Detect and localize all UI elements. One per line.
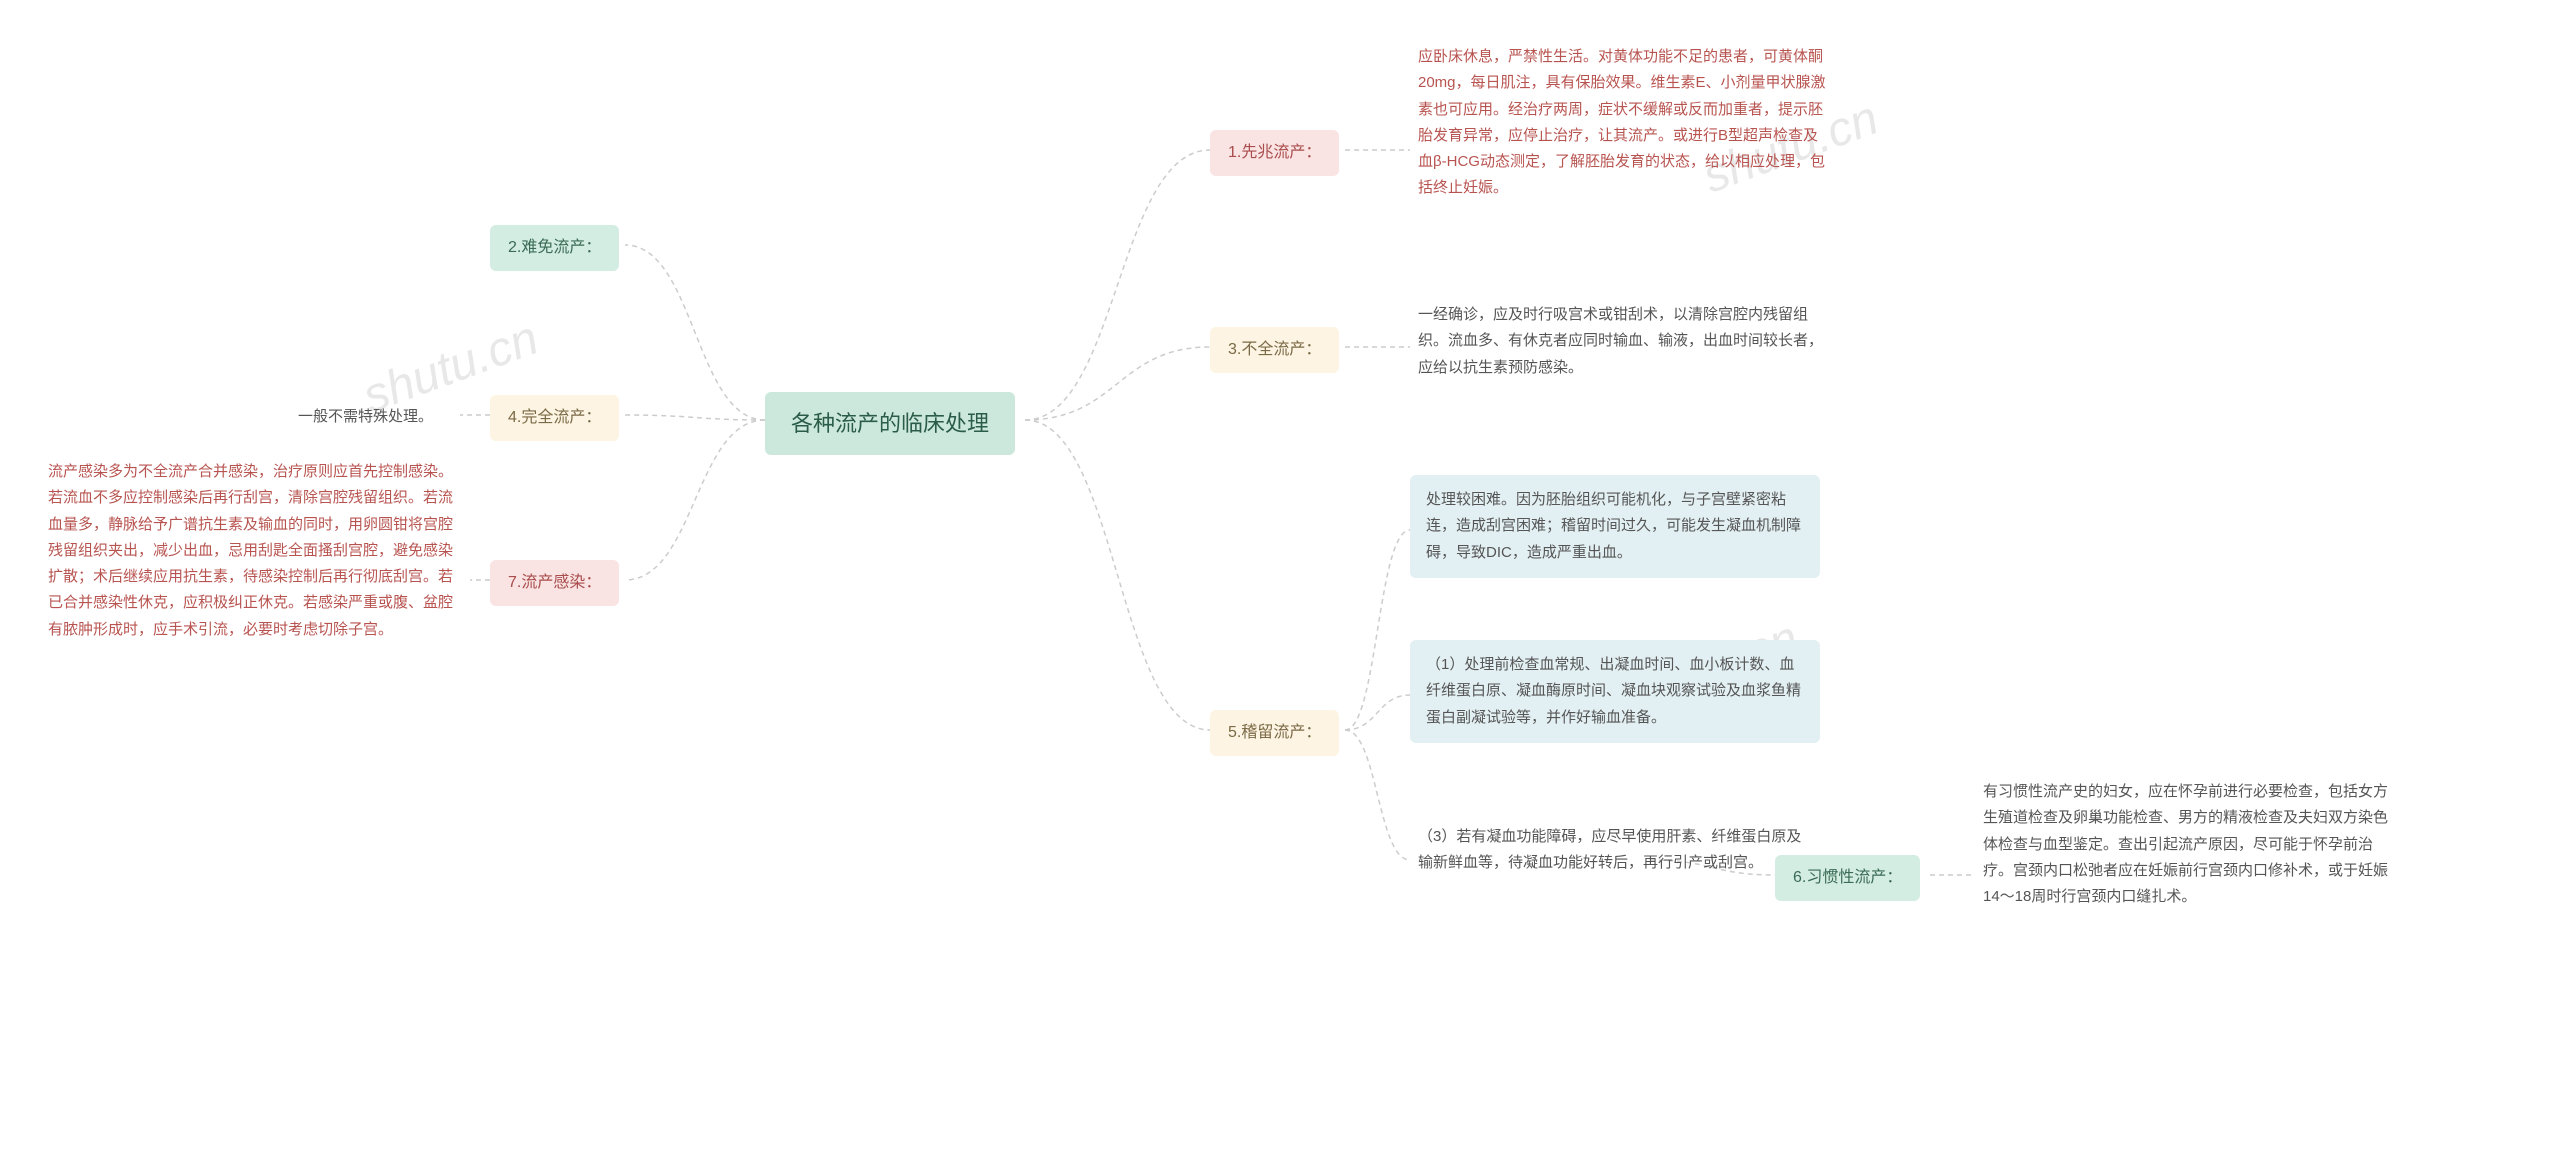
category-node: 3.不全流产： [1210,327,1339,373]
detail-node: （1）处理前检查血常规、出凝血时间、血小板计数、血纤维蛋白原、凝血酶原时间、凝血… [1410,640,1820,743]
detail-node: 流产感染多为不全流产合并感染，治疗原则应首先控制感染。若流血不多应控制感染后再行… [40,455,470,647]
category-node: 1.先兆流产： [1210,130,1339,176]
category-node: 2.难免流产： [490,225,619,271]
category-node: 4.完全流产： [490,395,619,441]
detail-node: 一般不需特殊处理。 [290,400,460,434]
category-node: 5.稽留流产： [1210,710,1339,756]
mindmap-canvas: 各种流产的临床处理 1.先兆流产： 2.难免流产： 3.不全流产： 4.完全流产： 5.… [0,0,2560,1162]
detail-node: 一经确诊，应及时行吸宫术或钳刮术，以清除宫腔内残留组织。流血多、有休克者应同时输… [1410,298,1840,385]
detail-node: 处理较困难。因为胚胎组织可能机化，与子宫壁紧密粘连，造成刮宫困难；稽留时间过久，… [1410,475,1820,578]
detail-node: （3）若有凝血功能障碍，应尽早使用肝素、纤维蛋白原及输新鲜血等，待凝血功能好转后… [1410,820,1810,881]
detail-node: 应卧床休息，严禁性生活。对黄体功能不足的患者，可黄体酮20mg，每日肌注，具有保… [1410,40,1840,206]
category-node: 7.流产感染： [490,560,619,606]
root-node: 各种流产的临床处理 [765,392,1015,455]
detail-node: 有习惯性流产史的妇女，应在怀孕前进行必要检查，包括女方生殖道检查及卵巢功能检查、… [1975,775,2405,914]
